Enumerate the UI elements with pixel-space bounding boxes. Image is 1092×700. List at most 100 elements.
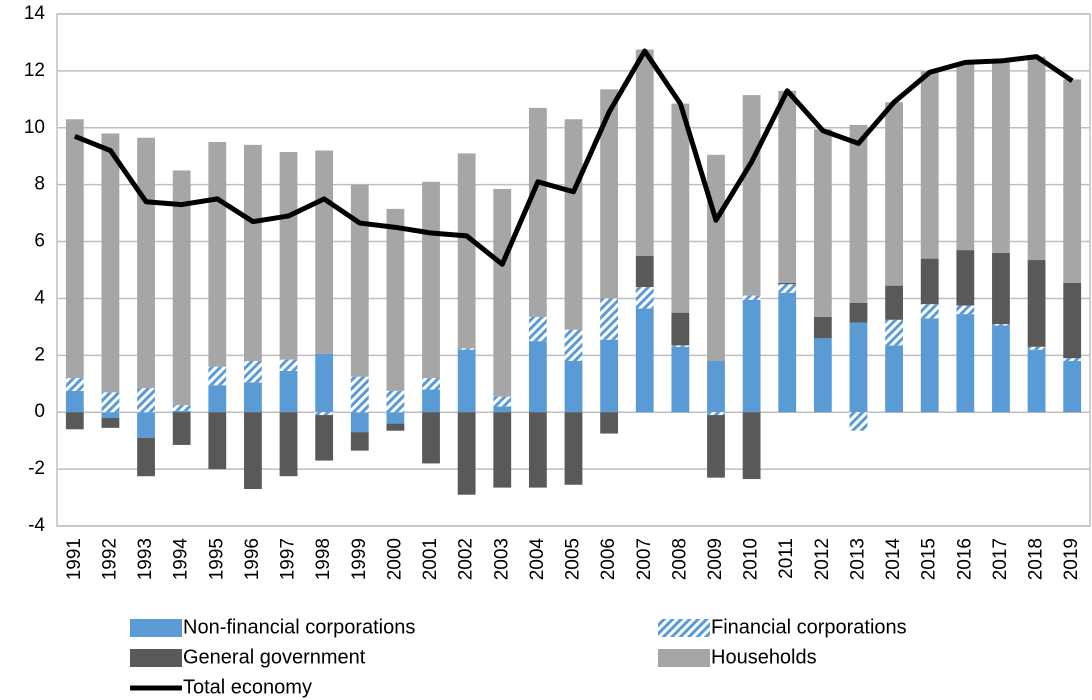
- legend-text: Financial corporations: [711, 616, 907, 638]
- bar-segment: [1063, 282, 1082, 359]
- bar-segment: [600, 89, 619, 299]
- bar-segment: [244, 361, 262, 383]
- bar-segment: [671, 103, 690, 313]
- bar-segment: [920, 258, 939, 305]
- x-tick-label: 2015: [919, 538, 940, 580]
- bar-segment: [315, 415, 334, 461]
- bar-segment: [742, 95, 761, 296]
- x-tick-label: 2011: [776, 538, 797, 579]
- bar-segment: [65, 378, 84, 391]
- bar-segment: [493, 188, 512, 397]
- bar-segment: [386, 412, 405, 424]
- y-tick-label: 12: [24, 60, 45, 81]
- bar-segment: [208, 412, 227, 470]
- bar-segment: [208, 385, 227, 413]
- x-tick-label: 1992: [99, 538, 120, 580]
- bar-segment: [528, 341, 547, 413]
- bar-segment: [778, 90, 797, 283]
- bar-segment: [279, 412, 298, 477]
- bar-segment: [778, 292, 797, 413]
- x-tick-label: 2009: [705, 538, 726, 580]
- bar-segment: [1027, 349, 1046, 413]
- bar-segment: [956, 314, 975, 413]
- bar-segment: [707, 412, 725, 416]
- bar-segment: [172, 170, 191, 406]
- bar-segment: [813, 129, 832, 317]
- x-tick-label: 1997: [278, 538, 299, 580]
- bar-segment: [600, 298, 619, 340]
- bar-segment: [101, 133, 120, 393]
- y-tick-label: 2: [34, 344, 45, 365]
- bar-segment: [742, 412, 761, 480]
- x-tick-label: 2007: [634, 538, 655, 580]
- bar-segment: [1027, 56, 1046, 261]
- total-line: [73, 48, 1074, 267]
- y-tick-label: 4: [34, 287, 45, 308]
- bar-segment: [956, 305, 975, 315]
- x-tick-label: 1995: [206, 538, 227, 580]
- bar-segment: [65, 390, 84, 413]
- x-tick-label: 2003: [491, 538, 512, 580]
- bar-segment: [778, 284, 797, 293]
- x-tick-label: 2010: [741, 538, 762, 580]
- legend-text: Households: [711, 646, 817, 668]
- x-tick-label: 1996: [242, 538, 263, 580]
- bar-segment: [172, 410, 191, 413]
- bar-segment: [457, 412, 476, 495]
- bar-segment: [671, 346, 690, 413]
- bar-segment: [528, 412, 547, 488]
- bar-segment: [386, 208, 405, 391]
- bar-segment: [885, 102, 903, 286]
- bar-segment: [315, 150, 334, 354]
- bar-segment: [65, 412, 84, 430]
- legend-swatch: [658, 649, 710, 667]
- bar-segment: [1063, 79, 1082, 283]
- y-tick-label: 14: [24, 3, 46, 24]
- bar-segment: [956, 250, 975, 306]
- bar-segment: [137, 437, 155, 477]
- y-tick-label: 10: [24, 117, 45, 138]
- bar-segment: [457, 349, 476, 413]
- bar-segment: [101, 392, 120, 413]
- bar-segment: [885, 345, 903, 413]
- x-tick-label: 1998: [313, 538, 334, 580]
- bar-segment: [493, 412, 512, 488]
- x-tick-label: 2019: [1061, 538, 1082, 580]
- x-tick-label: 2012: [812, 538, 833, 580]
- bar-segment: [528, 316, 547, 342]
- bar-segment: [635, 255, 654, 288]
- x-tick-label: 1994: [171, 538, 192, 581]
- bar-segment: [350, 412, 369, 433]
- bar-segment: [635, 287, 654, 309]
- bar-segment: [350, 376, 369, 413]
- bar-segment: [849, 412, 868, 431]
- x-tick-label: 2004: [527, 538, 548, 581]
- bar-segment: [1027, 346, 1046, 350]
- x-tick-label: 1993: [135, 538, 156, 580]
- bar-segment: [600, 412, 619, 434]
- bar-segment: [101, 417, 120, 428]
- bar-segment: [101, 412, 120, 418]
- x-tick-label: 2013: [847, 538, 868, 580]
- bar-segment: [137, 137, 155, 389]
- bar-segment: [992, 60, 1010, 253]
- bar-segment: [137, 388, 155, 413]
- bar-segment: [422, 181, 440, 379]
- y-tick-label: 8: [34, 174, 45, 195]
- x-tick-label: 2008: [669, 538, 690, 580]
- bar-segment: [956, 62, 975, 251]
- bar-segment: [386, 390, 405, 413]
- bar-segment: [813, 338, 832, 413]
- bar-segment: [885, 319, 903, 346]
- bar-segment: [671, 312, 690, 346]
- bar-segment: [279, 151, 298, 360]
- x-tick-label: 2005: [563, 538, 584, 580]
- bar-segment: [742, 299, 761, 413]
- bar-segment: [849, 322, 868, 413]
- y-tick-label: 6: [34, 231, 45, 252]
- bar-segment: [920, 304, 939, 319]
- bar-segment: [457, 348, 476, 350]
- bar-segment: [849, 124, 868, 303]
- bar-segment: [707, 415, 725, 478]
